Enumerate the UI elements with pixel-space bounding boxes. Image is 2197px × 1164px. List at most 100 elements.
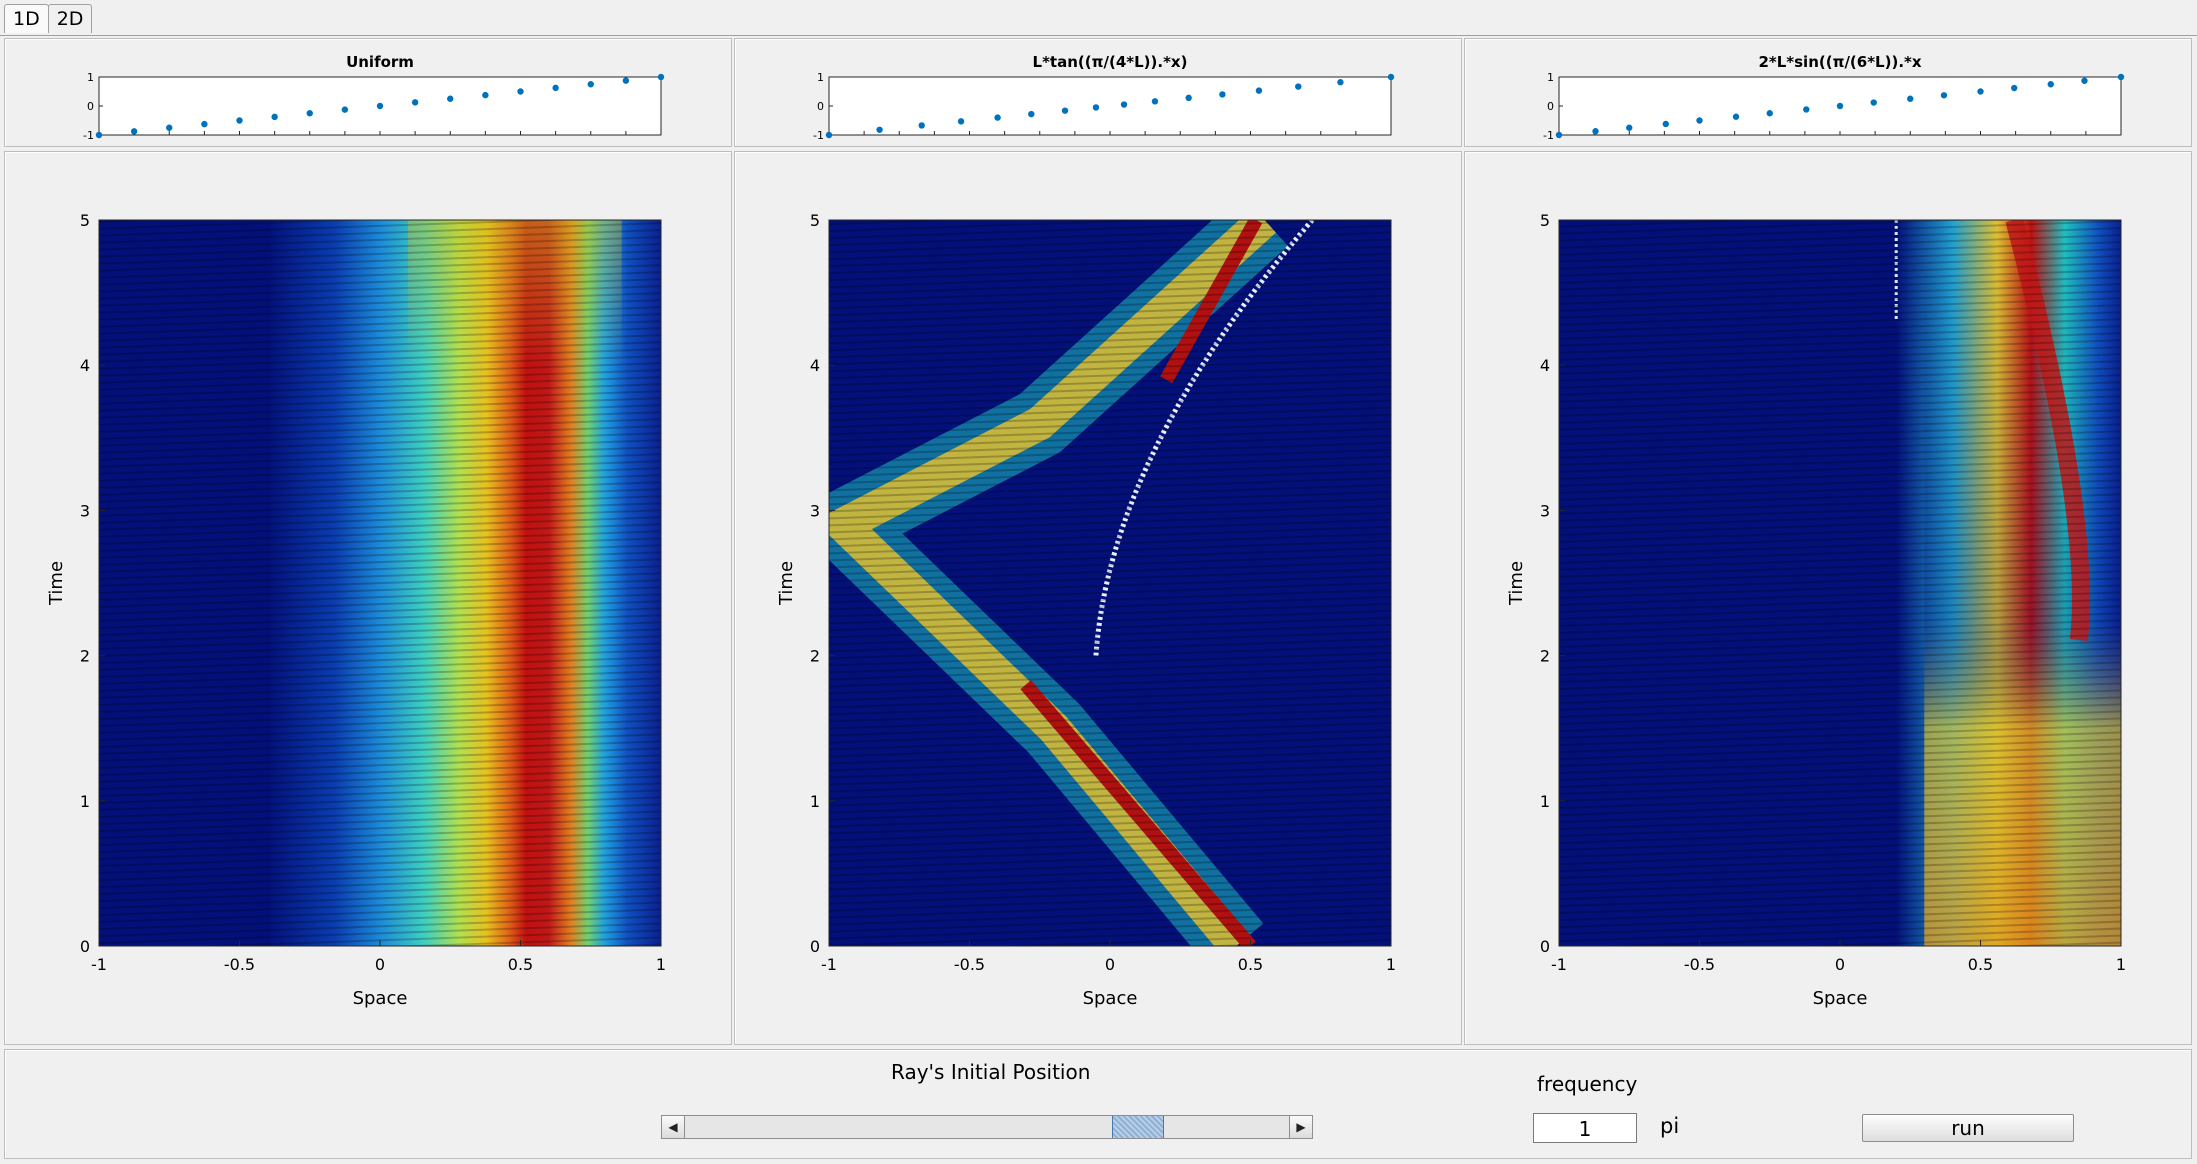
small-ytick-label: 1 (87, 71, 94, 84)
scatter-point (482, 91, 489, 99)
scatter-point (1870, 99, 1877, 106)
scatter-point (447, 95, 454, 102)
scatter-point (1120, 101, 1128, 108)
ylabel: Time (46, 561, 67, 606)
scatter-point (2117, 73, 2125, 81)
small-ytick-label: 1 (817, 71, 824, 84)
small-ytick-label: 0 (87, 100, 94, 113)
ylabel: Time (776, 561, 797, 606)
heatmap-1: -1 -0.5 0 0.5 1 0 1 2 3 4 5 Space Time (46, 211, 666, 1009)
scatter-point (657, 73, 665, 81)
big-xtick-label: -1 (91, 955, 107, 974)
small-ytick-label: -1 (83, 129, 94, 142)
big-ytick-label: 5 (810, 211, 820, 230)
scatter-point (201, 120, 208, 128)
small-plot-title: L*tan((π/(4*L)).*x) (1033, 53, 1188, 71)
tab-2d[interactable]: 2D (47, 4, 93, 33)
scatter-point (1662, 120, 1669, 128)
slider-right-arrow-icon[interactable]: ▶ (1289, 1116, 1312, 1138)
run-button[interactable]: run (1862, 1114, 2074, 1142)
scatter-point (1092, 104, 1100, 111)
slider-left-arrow-icon[interactable]: ◀ (662, 1116, 685, 1138)
tab-strip: 1D 2D (4, 4, 93, 34)
big-xtick-label: -0.5 (224, 955, 255, 974)
big-xtick-label: -1 (1551, 955, 1567, 974)
big-ytick-label: 2 (1540, 647, 1550, 666)
big-xtick-label: 1 (2116, 955, 2126, 974)
scatter-point (587, 81, 594, 88)
scatter-point (1337, 79, 1344, 86)
big-xtick-label: -0.5 (1684, 955, 1715, 974)
scatter-point (376, 102, 384, 110)
xlabel: Space (1813, 988, 1868, 1009)
small-ytick-label: 1 (1547, 71, 1554, 84)
scatter-point (1151, 98, 1159, 105)
frequency-input[interactable]: 1 (1533, 1113, 1637, 1143)
scatter-point (1977, 88, 1984, 95)
big-ytick-label: 1 (810, 792, 820, 811)
heat-texture (829, 220, 1391, 946)
big-ytick-label: 4 (80, 356, 90, 375)
tab-1d[interactable]: 1D (4, 4, 49, 33)
scatter-point (1766, 110, 1773, 117)
scatter-point (1295, 83, 1302, 90)
big-ytick-label: 0 (1540, 937, 1550, 956)
big-ytick-label: 0 (810, 937, 820, 956)
scatter-point (1185, 94, 1192, 102)
scatter-point (2011, 84, 2018, 92)
scatter-point (341, 106, 349, 113)
big-ytick-label: 4 (810, 356, 820, 375)
scatter-point (2047, 81, 2054, 88)
scatter-point (994, 114, 1001, 121)
small-plot-axes (828, 76, 1392, 136)
big-xtick-label: 1 (1386, 955, 1396, 974)
scatter-point (622, 77, 630, 84)
slider-thumb[interactable] (1112, 1116, 1165, 1138)
big-ytick-label: 3 (810, 501, 820, 520)
scatter-point (236, 117, 243, 124)
scatter-point (876, 126, 883, 133)
scatter-point (1028, 110, 1035, 118)
scatter-point (1255, 87, 1263, 94)
scatter-point (1219, 91, 1226, 98)
scatter-point (957, 118, 965, 125)
scatter-point (130, 128, 138, 135)
frequency-label: frequency (1537, 1072, 1638, 1096)
tab-divider (0, 35, 2197, 36)
scatter-point (2081, 77, 2088, 84)
scatter-point (1836, 102, 1844, 110)
ylabel: Time (1506, 561, 1527, 606)
ray-position-slider[interactable]: ◀ ▶ (661, 1115, 1313, 1139)
heat-texture (99, 220, 661, 946)
scatter-point (1803, 106, 1810, 113)
big-ytick-label: 5 (1540, 211, 1550, 230)
big-ytick-label: 5 (80, 211, 90, 230)
big-ytick-label: 1 (1540, 792, 1550, 811)
small-plot-title: 2*L*sin((π/(6*L)).*x (1758, 53, 1921, 71)
scatter-point (95, 131, 103, 139)
scatter-point (1061, 107, 1069, 114)
xlabel: Space (1083, 988, 1138, 1009)
scatter-point (306, 110, 313, 117)
scatter-point (166, 124, 173, 131)
scatter-point (271, 113, 278, 121)
scatter-point (411, 99, 419, 106)
big-ytick-label: 3 (1540, 501, 1550, 520)
big-xtick-label: 0.5 (1968, 955, 1993, 974)
big-ytick-label: 2 (80, 647, 90, 666)
small-ytick-label: -1 (1543, 129, 1554, 142)
scatter-point (825, 131, 833, 139)
big-xtick-label: -1 (821, 955, 837, 974)
scatter-point (552, 84, 559, 92)
big-ytick-label: 0 (80, 937, 90, 956)
small-ytick-label: -1 (813, 129, 824, 142)
big-ytick-label: 2 (810, 647, 820, 666)
big-ytick-label: 4 (1540, 356, 1550, 375)
heat-texture (1559, 220, 2121, 946)
big-xtick-label: 0 (1835, 955, 1845, 974)
small-ytick-label: 0 (1547, 100, 1554, 113)
scatter-point (918, 122, 925, 129)
big-ytick-label: 1 (80, 792, 90, 811)
big-xtick-label: 0 (375, 955, 385, 974)
